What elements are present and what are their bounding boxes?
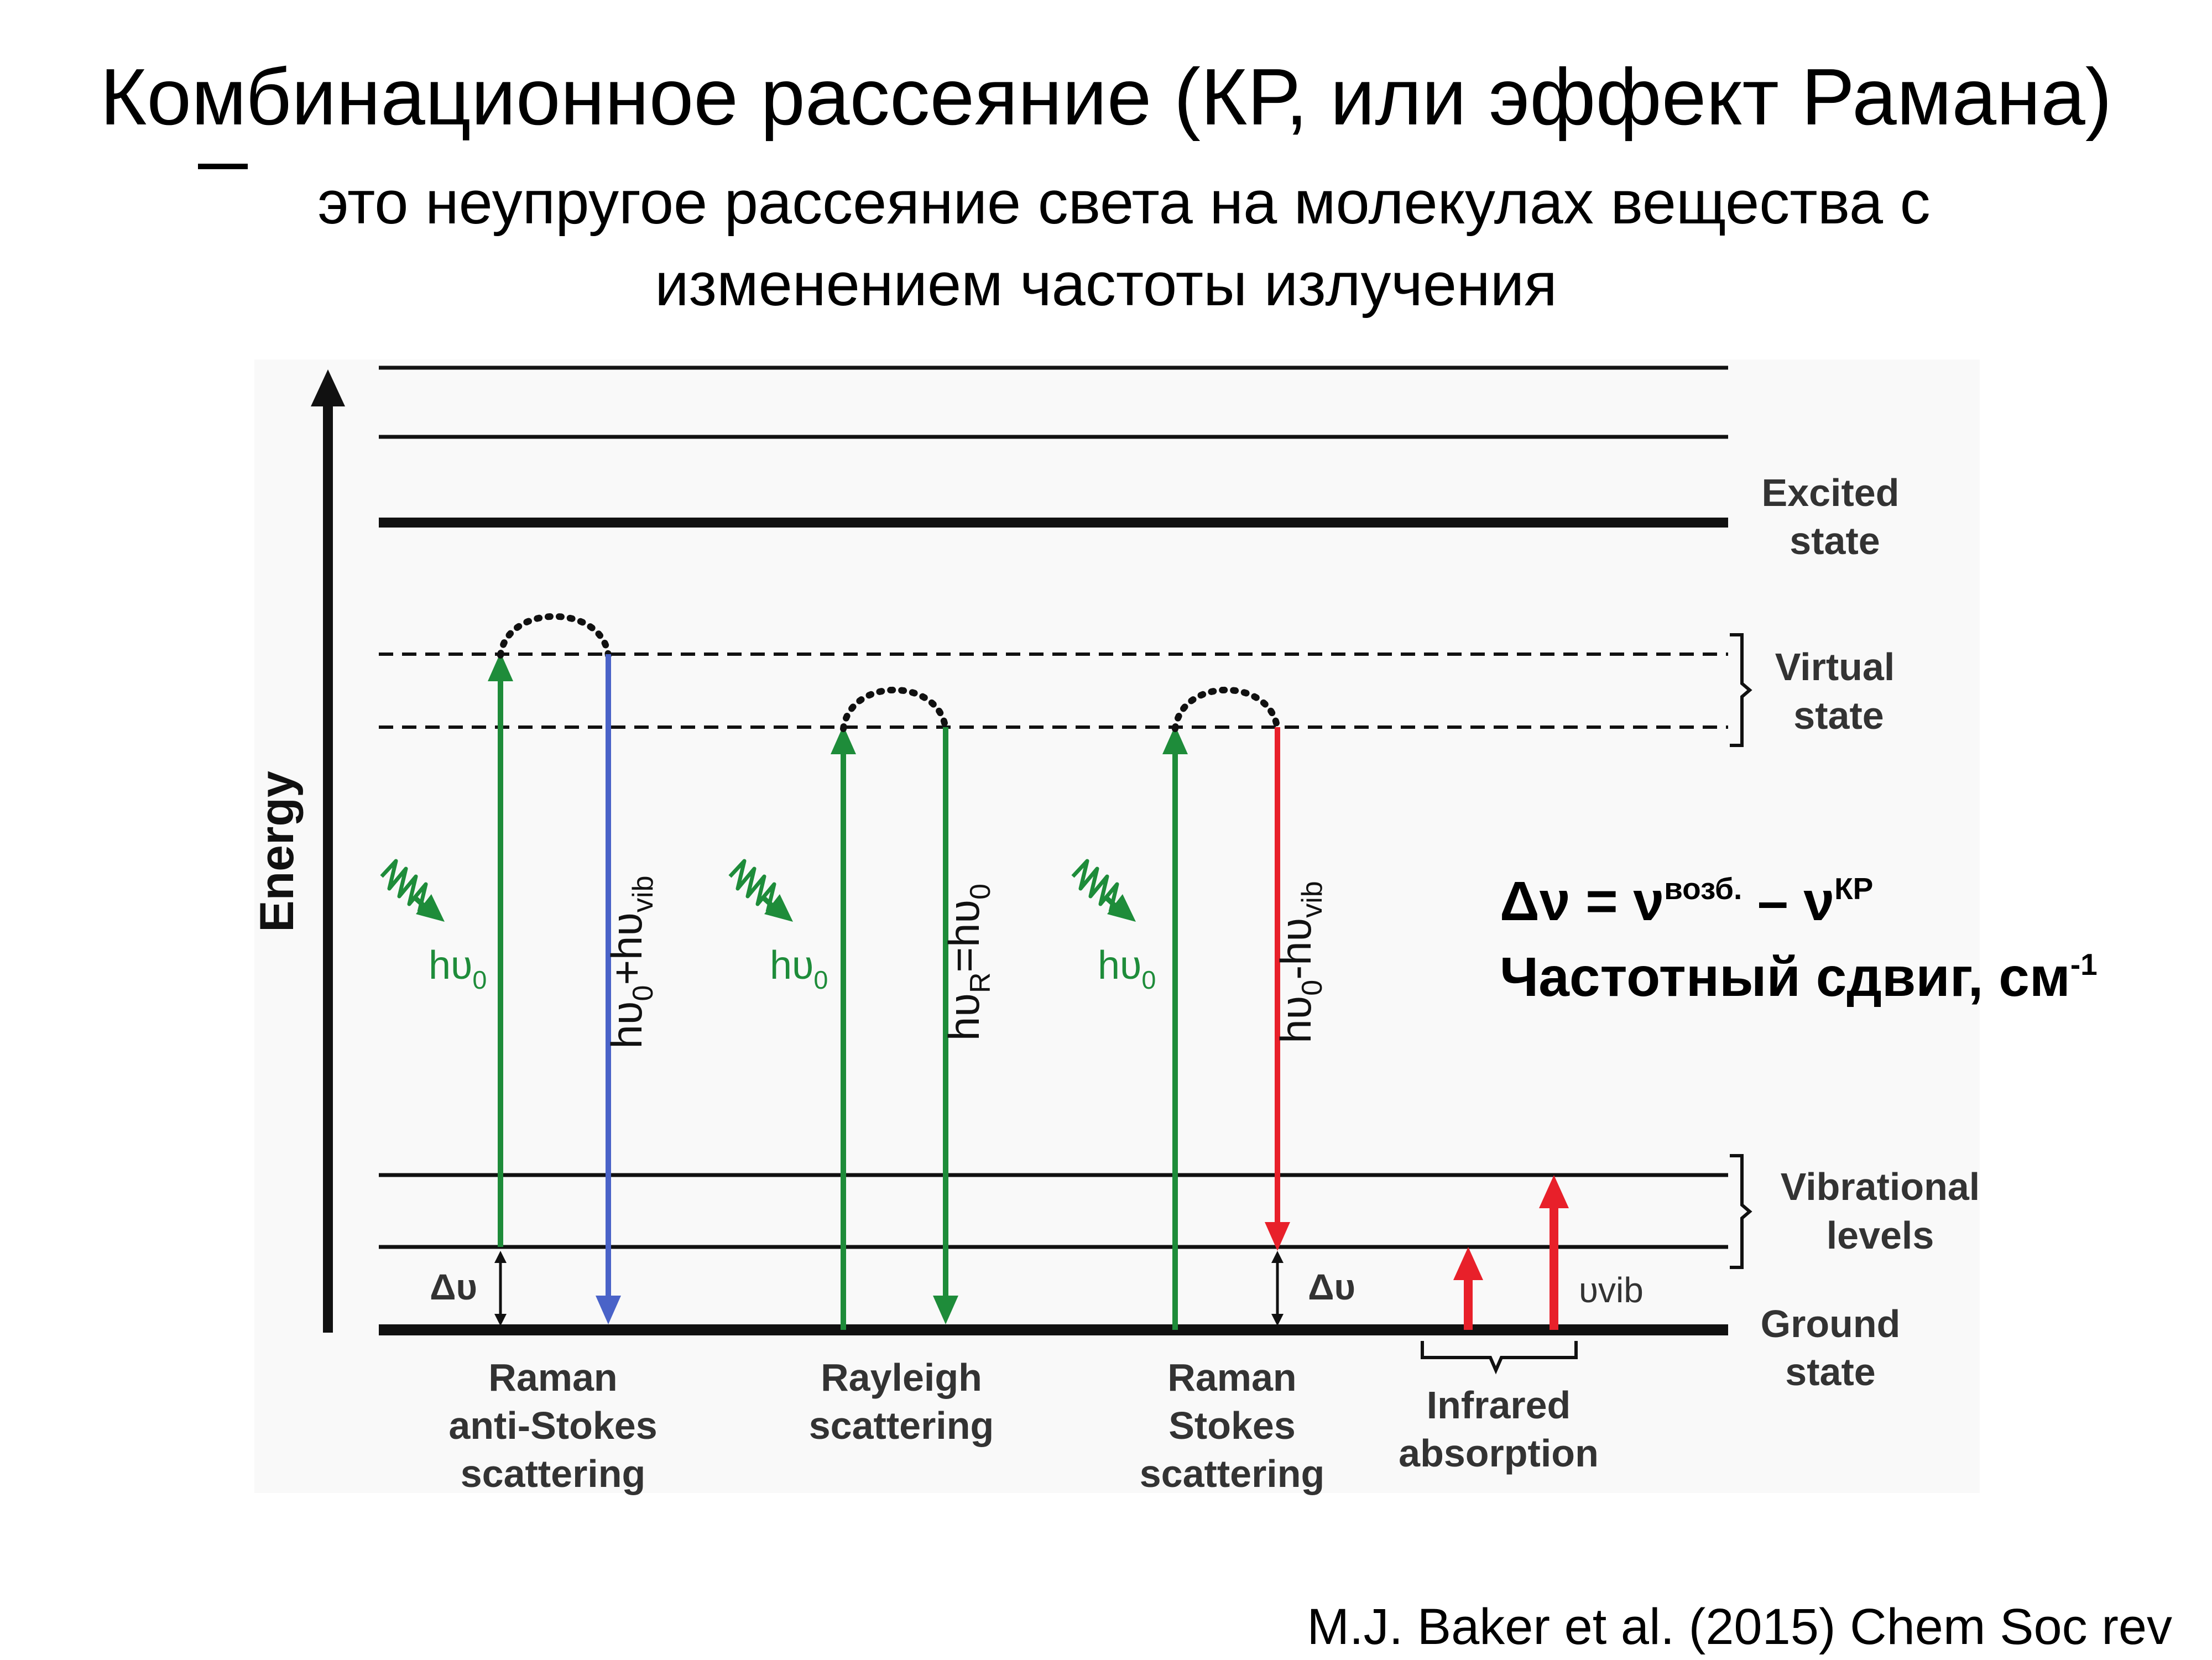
subtitle-dash [198, 164, 248, 169]
rayleigh-process-label-1: Rayleigh [821, 1356, 982, 1399]
stokes-delta-arrow-down-head [1271, 1314, 1284, 1326]
infrared-vib-label: υvib [1579, 1270, 1644, 1310]
virtual-state-brace [1730, 633, 1752, 747]
rayleigh-emission-arrow [933, 727, 958, 1324]
formula-caption-text: Частотный сдвиг, см [1500, 946, 2070, 1008]
infrared-brace [1421, 1341, 1578, 1375]
anti-stokes-delta-arrow-down [494, 1288, 507, 1326]
infrared-process-label-1: Infrared [1427, 1384, 1571, 1427]
stokes-incident-label: hυ0 [1098, 943, 1156, 994]
anti-stokes-excitation-arrow [488, 652, 513, 1247]
formula-caption-unit: -1 [2070, 947, 2098, 982]
virtual-state-label-1: Virtual [1775, 645, 1895, 688]
anti-stokes-delta-arrow-up-head [494, 1251, 507, 1263]
anti-stokes-photon-squiggle-wave [380, 859, 428, 912]
frequency-shift-formula: Δν = νвозб. – νКР [1500, 865, 1873, 937]
anti-stokes-emission-arrow-head [596, 1296, 621, 1324]
anti-stokes-emission-label: hυ0+hυvib [602, 875, 659, 1048]
rayleigh-excitation-arrow [831, 725, 856, 1330]
rayleigh-photon-squiggle-wave [728, 859, 776, 912]
infrared-arrow-short-head [1453, 1247, 1483, 1280]
rayleigh-incident-label: hυ0 [770, 943, 828, 994]
vibrational-levels-label-1: Vibrational [1781, 1165, 1980, 1208]
infrared-process-label-2: absorption [1399, 1432, 1599, 1475]
citation: M.J. Baker et al. (2015) Chem Soc rev [1307, 1599, 2172, 1655]
rayleigh-process-label-2: scattering [809, 1404, 994, 1447]
anti-stokes-process-label-3: scattering [461, 1452, 646, 1495]
stokes-emission-arrow-head [1265, 1222, 1290, 1251]
anti-stokes-photon-squiggle [380, 859, 445, 922]
formula-delta: Δν = ν [1500, 870, 1665, 932]
anti-stokes-excitation-arrow-head [488, 652, 513, 681]
subtitle-line-1: это неупругое рассеяние света на молекул… [317, 169, 1931, 237]
infrared-arrow-short [1453, 1247, 1483, 1330]
infrared-arrow-long-head [1539, 1175, 1569, 1208]
stokes-emission-arrow [1265, 727, 1290, 1251]
stokes-process-label-3: scattering [1140, 1452, 1325, 1495]
vibrational-levels-label-2: levels [1827, 1214, 1934, 1257]
virtual-state-label-2: state [1793, 694, 1884, 737]
stokes-excitation-arrow [1162, 725, 1188, 1330]
rayleigh-photon-squiggle-head [764, 894, 793, 922]
ground-state-label-2: state [1785, 1350, 1875, 1393]
stokes-virtual-arc [1172, 686, 1281, 732]
stokes-photon-squiggle-wave [1071, 859, 1119, 912]
anti-stokes-virtual-arc [497, 613, 612, 659]
anti-stokes-process-label-1: Raman [488, 1356, 617, 1399]
stokes-process-label-1: Raman [1167, 1356, 1296, 1399]
rayleigh-emission-arrow-head [933, 1296, 958, 1324]
stokes-delta-arrow-up-head [1271, 1251, 1284, 1263]
anti-stokes-delta-arrow-down-head [494, 1314, 507, 1326]
formula-minus: – ν [1742, 870, 1835, 932]
stokes-delta-arrow-down [1271, 1288, 1284, 1326]
stokes-delta-label: Δυ [1308, 1266, 1355, 1307]
stokes-photon-squiggle-head [1107, 894, 1136, 922]
anti-stokes-photon-squiggle-head [416, 894, 445, 922]
rayleigh-photon-squiggle [728, 859, 793, 922]
infrared-arrow-long [1539, 1175, 1569, 1330]
stokes-delta-arrow-up [1271, 1251, 1284, 1288]
frequency-shift-caption: Частотный сдвиг, см-1 [1500, 941, 2098, 1013]
stokes-process-label-2: Stokes [1168, 1404, 1296, 1447]
anti-stokes-incident-label: hυ0 [429, 943, 487, 994]
diagram-background [254, 359, 1980, 1493]
energy-axis-arrowhead [311, 369, 345, 406]
excited-state-label-1: Excited [1762, 471, 1900, 514]
anti-stokes-delta-arrow-up [494, 1251, 507, 1288]
excited-state-label-2: state [1790, 519, 1880, 562]
ground-state-label-1: Ground [1761, 1302, 1901, 1345]
anti-stokes-emission-arrow [596, 654, 621, 1324]
rayleigh-excitation-arrow-head [831, 725, 856, 754]
vibrational-levels-brace [1730, 1154, 1752, 1269]
formula-sup-raman: КР [1834, 871, 1874, 906]
rayleigh-virtual-arc [840, 686, 949, 732]
anti-stokes-delta-label: Δυ [430, 1266, 477, 1307]
stokes-emission-label: hυ0-hυvib [1271, 881, 1328, 1043]
anti-stokes-process-label-2: anti-Stokes [448, 1404, 657, 1447]
rayleigh-emission-label: hυR=hυ0 [940, 884, 997, 1041]
formula-sup-excitation: возб. [1664, 871, 1743, 906]
energy-axis-label: Energy [251, 771, 304, 932]
subtitle-line-2: изменением частоты излучения [655, 250, 1557, 319]
stokes-excitation-arrow-head [1162, 725, 1188, 754]
stokes-photon-squiggle [1071, 859, 1136, 922]
slide-title: Комбинационное рассеяние (КР, или эффект… [100, 52, 2112, 142]
